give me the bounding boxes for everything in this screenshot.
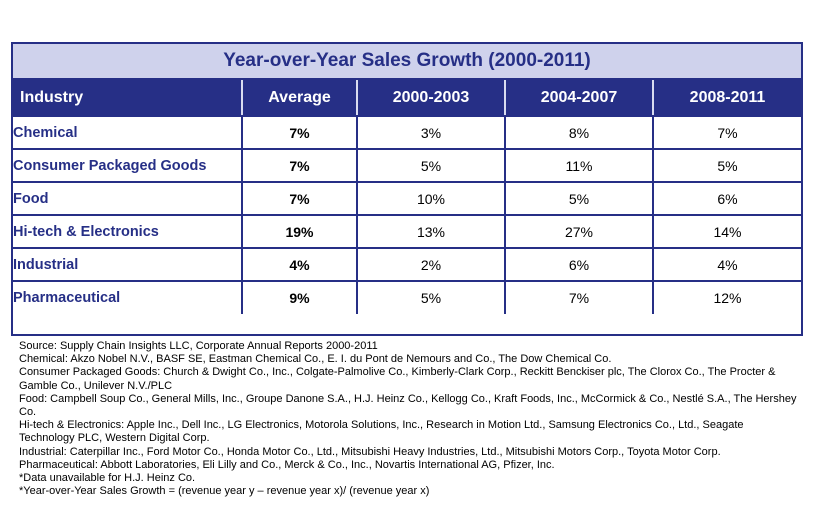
period-1-cell: 3% [356,115,506,150]
food-companies-note: Food: Campbell Soup Co., General Mills, … [19,392,797,419]
period-2-cell: 11% [504,148,654,183]
chemical-companies-note: Chemical: Akzo Nobel N.V., BASF SE, East… [19,353,612,366]
sales-growth-table-frame: Year-over-Year Sales Growth (2000-2011) … [11,42,803,336]
industry-cell: Pharmaceutical [13,280,243,314]
period-1-cell: 5% [356,148,506,183]
industry-cell: Industrial [13,247,243,282]
growth-formula-note: *Year-over-Year Sales Growth = (revenue … [19,485,430,498]
period-2-cell: 7% [504,280,654,314]
cpg-companies-note: Consumer Packaged Goods: Church & Dwight… [19,366,776,392]
source-notes: Source: Supply Chain Insights LLC, Corpo… [19,340,799,498]
table-row: Consumer Packaged Goods 7% 5% 11% 5% [13,148,801,183]
data-unavailable-note: *Data unavailable for H.J. Heinz Co. [19,472,196,485]
period-3-cell: 6% [652,181,801,216]
average-cell: 7% [241,148,358,183]
header-2000-2003: 2000-2003 [356,80,506,117]
sales-growth-table: Industry Average 2000-2003 2004-2007 200… [13,80,801,314]
period-2-cell: 5% [504,181,654,216]
period-1-cell: 13% [356,214,506,249]
header-industry: Industry [13,80,243,117]
period-1-cell: 5% [356,280,506,314]
table-header-row: Industry Average 2000-2003 2004-2007 200… [13,80,801,117]
header-2008-2011: 2008-2011 [652,80,801,117]
table-row: Industrial 4% 2% 6% 4% [13,247,801,282]
period-3-cell: 4% [652,247,801,282]
table-title-bar: Year-over-Year Sales Growth (2000-2011) [13,44,801,80]
table-row: Food 7% 10% 5% 6% [13,181,801,216]
table-row: Pharmaceutical 9% 5% 7% 12% [13,280,801,314]
period-1-cell: 10% [356,181,506,216]
industry-cell: Hi-tech & Electronics [13,214,243,249]
industrial-companies-note: Industrial: Caterpillar Inc., Ford Motor… [19,445,721,458]
table-title: Year-over-Year Sales Growth (2000-2011) [223,50,591,71]
average-cell: 9% [241,280,358,314]
pharma-companies-note: Pharmaceutical: Abbott Laboratories, Eli… [19,458,555,471]
hitech-companies-note: Hi-tech & Electronics: Apple Inc., Dell … [19,419,744,445]
table-row: Chemical 7% 3% 8% 7% [13,115,801,150]
period-1-cell: 2% [356,247,506,282]
header-2004-2007: 2004-2007 [504,80,654,117]
period-3-cell: 5% [652,148,801,183]
table-row: Hi-tech & Electronics 19% 13% 27% 14% [13,214,801,249]
period-3-cell: 7% [652,115,801,150]
period-3-cell: 12% [652,280,801,314]
header-average: Average [241,80,358,117]
period-2-cell: 8% [504,115,654,150]
industry-cell: Consumer Packaged Goods [13,148,243,183]
period-2-cell: 6% [504,247,654,282]
industry-cell: Chemical [13,115,243,150]
average-cell: 4% [241,247,358,282]
period-3-cell: 14% [652,214,801,249]
average-cell: 7% [241,115,358,150]
average-cell: 7% [241,181,358,216]
industry-cell: Food [13,181,243,216]
period-2-cell: 27% [504,214,654,249]
source-note: Source: Supply Chain Insights LLC, Corpo… [19,340,378,352]
average-cell: 19% [241,214,358,249]
